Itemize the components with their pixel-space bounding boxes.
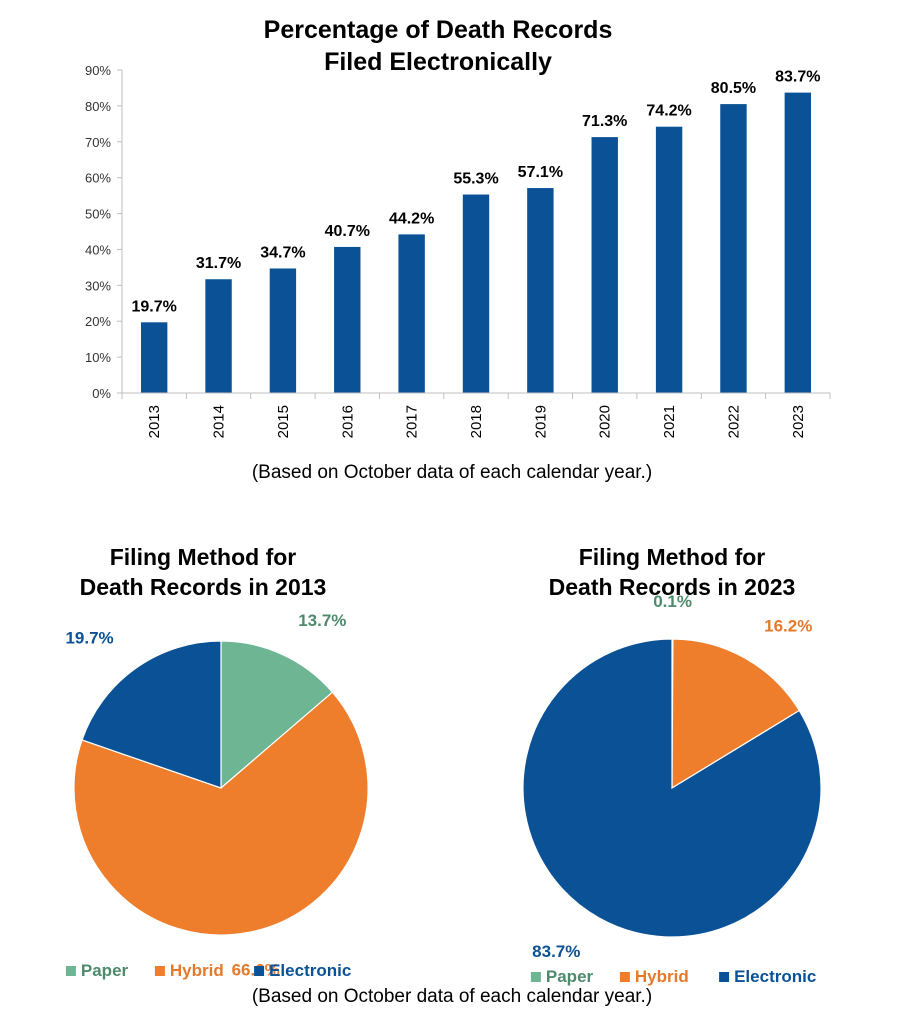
legend-label-electronic: Electronic xyxy=(734,967,816,986)
bar-chart-title-line-2: Filed Electronically xyxy=(324,48,552,76)
pie-2023-title-line-1: Filing Method for xyxy=(579,544,766,570)
y-tick-label: 80% xyxy=(85,99,111,114)
x-tick-label: 2013 xyxy=(146,405,163,438)
x-axis: 2013 2014 2015 2016 2017 2018 2019 2020 2021 2022… xyxy=(121,392,831,438)
y-axis: 0% 10% 20% 30% 40% 50% 60% 70% 80% 90% xyxy=(85,63,123,401)
bar-data-label: 71.3% xyxy=(582,113,627,130)
bar-chart: Percentage of Death Records Filed Electr… xyxy=(85,16,831,438)
bar-data-label: 31.7% xyxy=(196,255,241,272)
pie-2013-legend: Paper Hybrid Electronic xyxy=(65,961,351,980)
legend-swatch-paper xyxy=(65,966,76,976)
pie-data-label-electronic: 19.7% xyxy=(65,628,113,647)
pie-data-label-paper: 13.7% xyxy=(298,611,346,630)
bar xyxy=(269,268,297,393)
pie-chart-2013: Filing Method for Death Records in 2013 … xyxy=(65,544,369,980)
pie-slice-hybrid xyxy=(671,638,801,790)
legend-label-electronic: Electronic xyxy=(269,961,351,980)
x-tick-label: 2023 xyxy=(790,405,807,438)
pie-slice-paper xyxy=(220,640,334,790)
y-tick-label: 70% xyxy=(85,135,111,150)
pie-data-label-electronic: 83.7% xyxy=(532,942,580,961)
pie-2013-slices xyxy=(73,640,369,936)
bar-data-label: 80.5% xyxy=(711,80,756,97)
x-tick-label: 2020 xyxy=(597,405,614,438)
legend-label-paper: Paper xyxy=(81,961,129,980)
x-tick-label: 2015 xyxy=(275,405,292,438)
y-tick-label: 60% xyxy=(85,171,111,186)
y-tick-label: 50% xyxy=(85,207,111,222)
bar-data-label: 40.7% xyxy=(325,223,370,240)
pie-data-label-hybrid: 16.2% xyxy=(764,616,812,635)
legend-label-hybrid: Hybrid xyxy=(170,961,224,980)
pie-footnote: (Based on October data of each calendar … xyxy=(251,986,653,1007)
bar-chart-title-line-1: Percentage of Death Records xyxy=(264,16,613,44)
x-tick-label: 2016 xyxy=(339,405,356,438)
bar xyxy=(398,234,425,393)
x-tick-label: 2017 xyxy=(404,405,421,438)
pie-data-label-paper: 0.1% xyxy=(653,592,692,611)
bar xyxy=(591,137,618,393)
pie-slice-electronic xyxy=(81,640,222,789)
y-tick-label: 90% xyxy=(85,63,111,78)
bar xyxy=(784,92,812,394)
pie-2023-data-labels: 0.1% 16.2% 83.7% xyxy=(532,592,812,961)
bar-data-label: 55.3% xyxy=(453,171,498,188)
pie-2013-title-line-1: Filing Method for xyxy=(110,544,297,570)
bar-data-label: 83.7% xyxy=(775,69,820,86)
bar xyxy=(334,246,361,393)
x-tick-label: 2018 xyxy=(468,405,485,438)
y-tick-label: 10% xyxy=(85,350,111,365)
bar-data-labels: 19.7% 31.7% 34.7% 40.7% 44.2% 55.3% 57.1% 71.3%… xyxy=(131,69,820,316)
legend-swatch-electronic xyxy=(254,966,265,976)
legend-label-hybrid: Hybrid xyxy=(635,967,689,986)
bar xyxy=(462,194,490,393)
pie-2023-legend: Paper Hybrid Electronic xyxy=(530,967,816,986)
bar-data-label: 57.1% xyxy=(518,164,563,181)
legend-swatch-paper xyxy=(530,972,541,982)
bar xyxy=(527,188,554,393)
bar xyxy=(205,279,232,393)
legend-label-paper: Paper xyxy=(546,967,594,986)
bar-data-label: 19.7% xyxy=(131,298,176,315)
pie-slice-electronic xyxy=(522,638,822,938)
y-tick-label: 30% xyxy=(85,278,111,293)
bar-data-label: 44.2% xyxy=(389,210,434,227)
bars xyxy=(140,92,812,394)
bar xyxy=(720,104,747,393)
bar-footnote: (Based on October data of each calendar … xyxy=(251,462,653,483)
pie-slice-hybrid xyxy=(73,691,369,936)
legend-swatch-hybrid xyxy=(154,966,165,976)
x-tick-label: 2022 xyxy=(725,405,742,438)
pie-chart-2023: Filing Method for Death Records in 2023 … xyxy=(522,544,822,986)
bar-data-label: 74.2% xyxy=(646,103,691,120)
legend-swatch-electronic xyxy=(719,972,730,982)
x-tick-label: 2021 xyxy=(661,405,678,438)
x-tick-label: 2014 xyxy=(211,405,228,438)
x-tick-label: 2019 xyxy=(532,405,549,438)
bar xyxy=(655,126,683,394)
y-tick-label: 40% xyxy=(85,242,111,257)
pie-2013-title-line-2: Death Records in 2013 xyxy=(80,574,327,600)
legend-swatch-hybrid xyxy=(619,972,630,982)
pie-2023-slices xyxy=(522,638,822,938)
bar xyxy=(140,322,168,393)
pie-2023-title-line-2: Death Records in 2023 xyxy=(549,574,796,600)
y-tick-label: 0% xyxy=(92,386,111,401)
y-tick-label: 20% xyxy=(85,314,111,329)
bar-data-label: 34.7% xyxy=(260,244,305,261)
